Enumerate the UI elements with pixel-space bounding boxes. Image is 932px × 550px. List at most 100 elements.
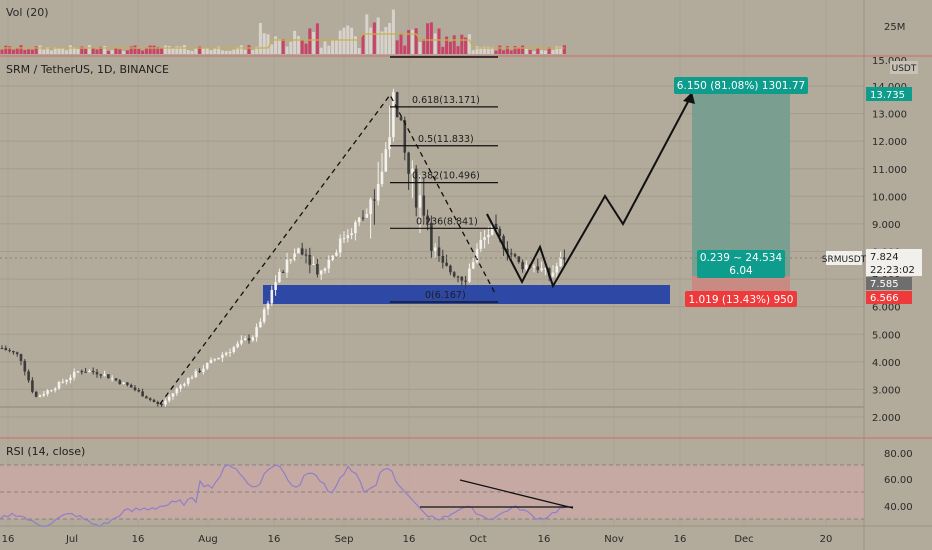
candle-body <box>308 254 312 265</box>
volume-bar <box>543 50 547 54</box>
candle-body <box>266 303 270 310</box>
volume-bar <box>528 49 532 54</box>
volume-bar <box>114 48 118 54</box>
volume-bar <box>34 46 38 54</box>
volume-bar <box>8 46 12 54</box>
candle-body <box>426 215 429 223</box>
volume-bar <box>201 48 205 54</box>
time-axis[interactable]: 16 Jul 16 Aug 16 Sep 16 Oct 16 Nov 16 Dec 20 <box>2 534 833 545</box>
candle-body <box>114 378 118 381</box>
ratio-line1[interactable]: 0.239 ~ 24.534 <box>700 252 783 264</box>
volume-bar <box>403 45 407 54</box>
volume-bar <box>228 50 232 54</box>
candle-body <box>205 363 209 369</box>
candle-body <box>46 390 49 394</box>
profit-zone <box>692 94 790 276</box>
volume-bar <box>517 47 521 54</box>
price-tick-label: 13.000 <box>872 110 907 121</box>
candle-body <box>338 238 342 253</box>
candle-body <box>525 264 528 270</box>
price-tick-label: 9.000 <box>872 220 901 231</box>
volume-bar <box>502 50 506 54</box>
candle-body <box>468 268 471 282</box>
candle-body <box>456 276 460 278</box>
candle-body <box>179 385 182 389</box>
volume-bar <box>410 29 414 54</box>
volume-bar <box>532 50 536 54</box>
volume-bar <box>357 47 361 54</box>
volume-bar <box>137 48 141 54</box>
candle-body <box>555 266 559 273</box>
volume-bar <box>213 47 217 54</box>
fibonacci-retracement[interactable]: 0.618(13.171) 0.5(11.833) 0.382(10.496) 0.2… <box>390 95 498 303</box>
candle-body <box>53 388 57 391</box>
volume-bar <box>160 48 164 54</box>
candle-body <box>42 393 46 396</box>
candle-body <box>521 261 524 270</box>
candle-body <box>449 265 452 273</box>
candle-body <box>270 289 274 304</box>
volume-bar <box>110 50 114 54</box>
volume-indicator-label[interactable]: Vol (20) <box>6 6 49 19</box>
time-tick-label: 20 <box>820 534 833 545</box>
volume-bar <box>281 38 285 54</box>
volume-bar <box>209 50 213 54</box>
candle-body <box>422 195 426 216</box>
volume-bar <box>399 33 403 54</box>
ratio-line2[interactable]: 6.04 <box>729 265 753 277</box>
volume-bar <box>171 47 175 54</box>
volume-bar <box>53 47 57 54</box>
fib-level-label: 0.382(10.496) <box>412 171 480 182</box>
volume-bar <box>49 50 53 54</box>
time-tick-label: Sep <box>335 534 354 545</box>
candle-body <box>99 374 103 376</box>
candle-body <box>76 371 80 373</box>
candle-body <box>532 266 536 268</box>
volume-bar <box>38 45 42 54</box>
ticker-badge[interactable]: SRMUSDT <box>822 255 867 265</box>
candle-body <box>437 247 441 256</box>
candle-body <box>483 237 486 240</box>
projection-path[interactable] <box>486 97 691 289</box>
candle-body <box>388 137 391 150</box>
price-axis[interactable]: 25M 15.000 USDT 2.000 3.000 4.000 5.000 6.00… <box>866 22 922 513</box>
candle-body <box>80 371 84 373</box>
candle-body <box>342 238 346 240</box>
volume-bar <box>194 48 198 54</box>
volume-bar <box>304 43 308 54</box>
volume-bar <box>87 45 91 54</box>
candle-body <box>335 252 338 256</box>
rsi-axis-40: 40.00 <box>884 502 913 513</box>
candle-body <box>392 92 395 138</box>
candle-body <box>274 282 277 290</box>
candle-body <box>373 199 376 201</box>
volume-bar <box>19 45 23 54</box>
mid-price-bg <box>866 277 912 290</box>
candle-body <box>517 256 521 262</box>
volume-bar <box>57 48 61 54</box>
candle-body <box>4 348 8 351</box>
support-zone <box>263 285 670 304</box>
volume-bar <box>353 36 357 54</box>
ticker-badge-bg <box>826 251 862 265</box>
rsi-pane: RSI (14, close) <box>0 445 864 528</box>
candle-body <box>198 370 201 373</box>
candle-body <box>19 354 23 361</box>
candle-body <box>91 370 95 373</box>
symbol-label[interactable]: SRM / TetherUS, 1D, BINANCE <box>6 63 169 76</box>
volume-bar <box>433 33 437 54</box>
candle-body <box>240 340 243 344</box>
candle-body <box>536 266 540 271</box>
candle-body <box>414 168 418 208</box>
candle-body <box>319 270 323 275</box>
volume-bar <box>555 46 559 54</box>
rsi-indicator-label[interactable]: RSI (14, close) <box>6 445 85 458</box>
loss-label[interactable]: 1.019 (13.43%) 950 <box>688 294 793 306</box>
volume-bar <box>167 46 171 54</box>
volume-bar <box>342 27 346 54</box>
candle-body <box>293 253 296 260</box>
candle-body <box>506 248 509 254</box>
volume-bar <box>118 49 122 54</box>
profit-label[interactable]: 6.150 (81.08%) 1301.77 <box>677 80 805 92</box>
